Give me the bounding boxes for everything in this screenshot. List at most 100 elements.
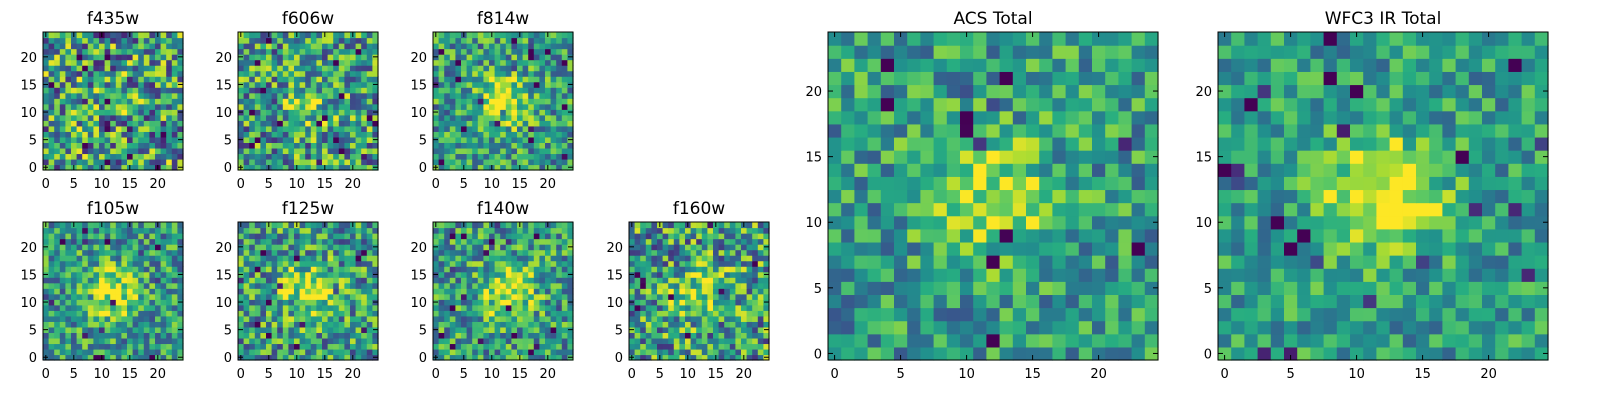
heatmap-cell [82, 76, 89, 83]
heatmap-cell [545, 348, 552, 356]
heatmap-cell [483, 244, 490, 251]
heatmap-cell [550, 87, 557, 94]
heatmap-cell [65, 147, 72, 155]
heatmap-cell [645, 277, 652, 284]
heatmap-cell [65, 354, 72, 361]
heatmap-cell [71, 109, 78, 116]
heatmap-cell [1065, 268, 1080, 282]
heatmap-cell [48, 321, 55, 328]
heatmap-cell [707, 282, 714, 289]
heatmap-cell [372, 98, 379, 105]
heatmap-cell [305, 238, 312, 245]
heatmap-cell [132, 98, 139, 105]
heatmap-cell [561, 299, 568, 306]
heatmap-cell [322, 136, 329, 143]
heatmap-cell [93, 98, 100, 105]
heatmap-cell [249, 222, 256, 229]
heatmap-cell [477, 288, 484, 295]
heatmap-cell [561, 227, 568, 234]
heatmap-cell [71, 147, 78, 155]
heatmap-cell [48, 277, 55, 284]
heatmap-cell [556, 293, 563, 300]
heatmap-cell [960, 215, 974, 230]
heatmap-cell [533, 282, 540, 289]
heatmap-cell [528, 266, 535, 273]
heatmap-cell [254, 315, 261, 322]
heatmap-cell [310, 260, 317, 267]
heatmap-cell [48, 109, 55, 116]
heatmap-cell [143, 277, 150, 284]
heatmap-cell [121, 109, 128, 116]
heatmap-cell [260, 109, 267, 116]
heatmap-cell [461, 48, 468, 55]
heatmap-cell [522, 304, 529, 311]
heatmap-cell [350, 282, 357, 289]
heatmap-cell [517, 125, 524, 132]
heatmap-cell [266, 244, 273, 251]
heatmap-cell [327, 304, 334, 311]
heatmap-cell [299, 233, 306, 240]
heatmap-cell [461, 326, 468, 333]
heatmap-cell [149, 37, 156, 44]
heatmap-cell [327, 59, 334, 66]
heatmap-cell [271, 282, 278, 289]
heatmap-cell [517, 238, 524, 245]
heatmap-cell [828, 176, 842, 191]
heatmap-cell [160, 142, 167, 149]
heatmap-cell [65, 32, 72, 39]
heatmap-cell [305, 249, 312, 256]
heatmap-cell [718, 222, 725, 229]
heatmap-cell [907, 294, 921, 309]
heatmap-cell [59, 271, 66, 278]
heatmap-cell [138, 288, 145, 295]
heatmap-cell [121, 120, 128, 127]
heatmap-cell [640, 321, 647, 328]
heatmap-cell [48, 59, 55, 66]
heatmap-cell [132, 125, 139, 132]
heatmap-cell [461, 348, 468, 356]
heatmap-cell [171, 125, 178, 132]
heatmap-cell [310, 337, 317, 345]
heatmap-cell [511, 293, 518, 300]
heatmap-cell [322, 109, 329, 116]
x-tick-label: 5 [460, 367, 468, 382]
heatmap-cell [528, 288, 535, 295]
heatmap-cell [466, 282, 473, 289]
y-tick-label: 10 [20, 106, 37, 121]
heatmap-cell [1012, 307, 1027, 322]
heatmap-cell [477, 282, 484, 289]
heatmap-cell [550, 147, 557, 155]
heatmap-cell [757, 315, 764, 322]
heatmap-cell [477, 109, 484, 116]
heatmap-cell [160, 87, 167, 94]
heatmap-cell [522, 249, 529, 256]
heatmap-cell [288, 43, 295, 50]
heatmap-cell [121, 238, 128, 245]
heatmap-cell [171, 59, 178, 66]
heatmap-cell [444, 260, 451, 267]
heatmap-cell [294, 343, 301, 350]
heatmap-cell [243, 222, 250, 229]
heatmap-cell [171, 354, 178, 361]
heatmap-cell [327, 222, 334, 229]
heatmap-cell [724, 337, 731, 345]
heatmap-cell [322, 244, 329, 251]
heatmap-cell [254, 54, 261, 61]
heatmap-cell [344, 343, 351, 350]
heatmap-cell [254, 299, 261, 306]
heatmap-cell [455, 147, 462, 155]
heatmap-cell [556, 136, 563, 143]
heatmap-cell [372, 120, 379, 127]
heatmap-cell [867, 189, 882, 204]
heatmap-cell [366, 120, 373, 127]
heatmap-cell [1131, 294, 1146, 309]
heatmap-cell [561, 43, 568, 50]
heatmap-cell [322, 310, 329, 317]
heatmap-cell [43, 321, 50, 328]
heatmap-cell [361, 125, 368, 132]
heatmap-cell [477, 65, 484, 72]
heatmap-cell [254, 32, 261, 39]
heatmap-cell [59, 321, 66, 328]
heatmap-cell [350, 293, 357, 300]
heatmap-cell [477, 81, 484, 88]
